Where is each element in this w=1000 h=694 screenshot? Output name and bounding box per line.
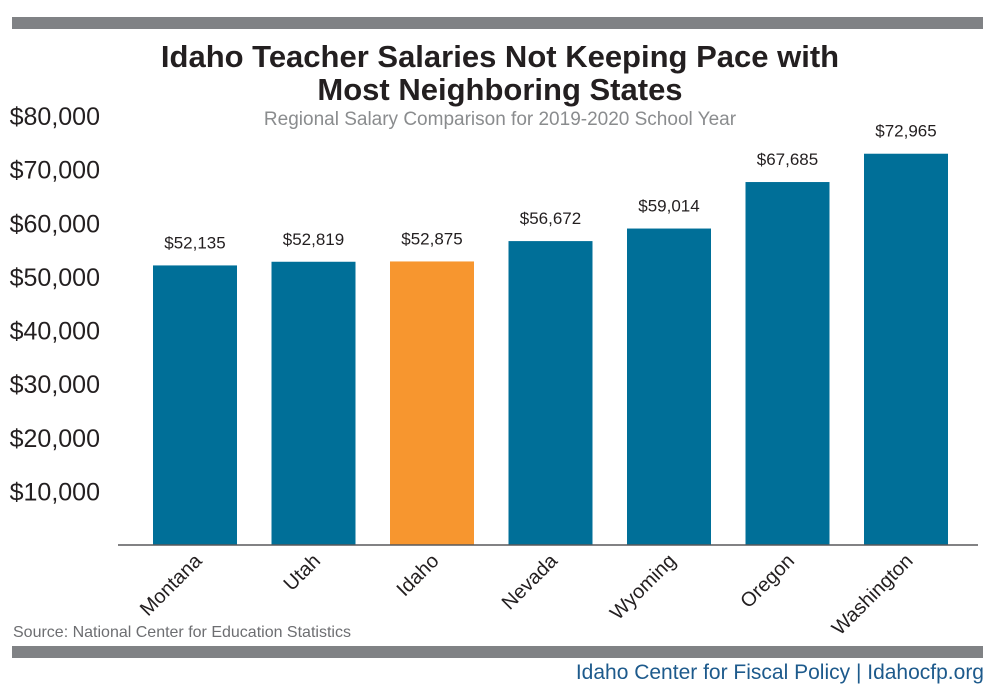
y-tick-label: $70,000: [10, 157, 100, 185]
value-label: $52,819: [283, 230, 344, 249]
y-tick-label: $60,000: [10, 210, 100, 238]
chart-title: Idaho Teacher Salaries Not Keeping Pace …: [0, 40, 1000, 106]
x-tick-label: Oregon: [736, 550, 799, 613]
x-tick-label: Idaho: [393, 550, 444, 601]
source-note: Source: National Center for Education St…: [13, 624, 351, 641]
x-tick-label: Montana: [136, 549, 207, 620]
x-tick-label: Wyoming: [606, 550, 680, 624]
y-tick-label: $40,000: [10, 318, 100, 346]
x-tick-label: Washington: [828, 550, 918, 640]
value-label: $52,875: [401, 229, 462, 248]
bar: [508, 241, 593, 545]
y-tick-label: $80,000: [10, 103, 100, 131]
title-line-1: Idaho Teacher Salaries Not Keeping Pace …: [160, 39, 840, 74]
footer-credit: Idaho Center for Fiscal Policy | Idahocf…: [575, 661, 984, 684]
y-tick-label: $50,000: [10, 264, 100, 292]
bar: [864, 153, 948, 545]
x-tick-label: Nevada: [498, 549, 563, 614]
y-tick-label: $10,000: [10, 478, 100, 506]
x-tick-label: Utah: [280, 550, 325, 595]
value-label: $59,014: [638, 197, 699, 216]
value-label: $52,135: [164, 233, 225, 252]
bar: [153, 265, 237, 545]
value-label: $72,965: [875, 122, 936, 141]
y-tick-label: $20,000: [10, 425, 100, 453]
chart-subtitle: Regional Salary Comparison for 2019-2020…: [263, 109, 737, 130]
bar: [390, 261, 474, 545]
bar: [627, 228, 711, 546]
value-label: $56,672: [520, 209, 581, 228]
value-label: $67,685: [757, 150, 818, 169]
bar: [745, 182, 830, 545]
title-line-2: Most Neighboring States: [317, 72, 683, 107]
y-tick-label: $30,000: [10, 371, 100, 399]
bottom-rule: [12, 646, 983, 658]
top-rule: [12, 17, 983, 29]
bar: [271, 261, 356, 545]
